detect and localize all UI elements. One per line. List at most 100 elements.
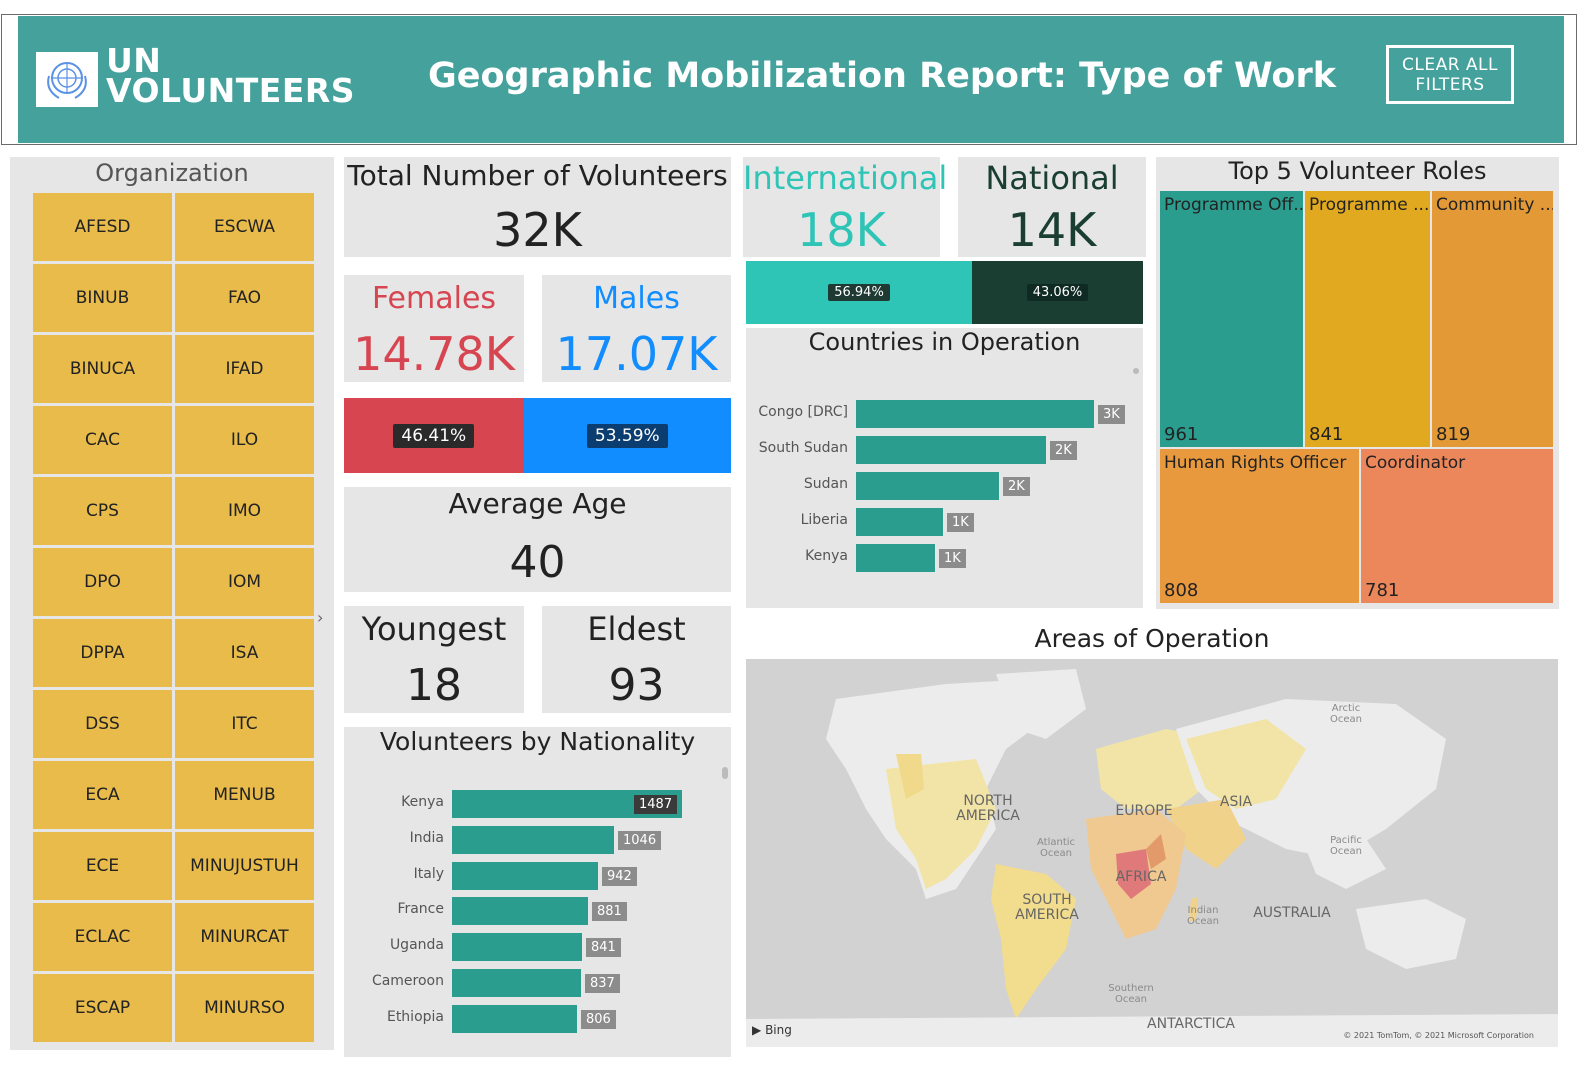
- bar[interactable]: [452, 933, 582, 962]
- volunteer-type-split-bar[interactable]: 56.94% 43.06%: [746, 261, 1143, 324]
- bar-row[interactable]: Sudan 2K: [746, 472, 1143, 500]
- countries-scrollbar[interactable]: [1133, 368, 1139, 374]
- bar-category-label: Congo [DRC]: [758, 404, 848, 420]
- treemap-cell[interactable]: Programme ... 841: [1305, 191, 1430, 447]
- bar-category-label: South Sudan: [758, 440, 848, 456]
- organization-item[interactable]: ECLAC: [33, 903, 172, 971]
- treemap-cell[interactable]: Human Rights Officer 808: [1160, 449, 1359, 603]
- bar[interactable]: [856, 472, 999, 500]
- males-value: 17.07K: [555, 327, 718, 381]
- bar-value-label: 1046: [618, 830, 662, 850]
- organization-item[interactable]: IFAD: [175, 335, 314, 403]
- organization-item[interactable]: AFESD: [33, 193, 172, 261]
- organization-item[interactable]: IMO: [175, 477, 314, 545]
- treemap-cell-value: 781: [1365, 580, 1400, 601]
- treemap-cell[interactable]: Programme Off... 961: [1160, 191, 1303, 447]
- bar[interactable]: [452, 1004, 577, 1033]
- bar-value-label: 841: [586, 938, 621, 958]
- organization-item[interactable]: CAC: [33, 406, 172, 474]
- organization-item[interactable]: ILO: [175, 406, 314, 474]
- world-map[interactable]: NORTH AMERICA SOUTH AMERICA EUROPE ASIA …: [746, 659, 1558, 1047]
- organization-item[interactable]: FAO: [175, 264, 314, 332]
- page-title: Geographic Mobilization Report: Type of …: [428, 56, 1337, 96]
- top-roles-title: Top 5 Volunteer Roles: [1228, 157, 1487, 185]
- bar[interactable]: [856, 508, 943, 536]
- bar-category-label: Uganda: [389, 937, 444, 954]
- bar-value-label: 806: [581, 1009, 616, 1029]
- organization-item[interactable]: MINURSO: [175, 974, 314, 1042]
- bar[interactable]: [856, 436, 1046, 464]
- organization-item[interactable]: BINUB: [33, 264, 172, 332]
- bar-row[interactable]: Uganda 841: [344, 933, 731, 962]
- bar[interactable]: [452, 897, 588, 926]
- clear-button-line1: CLEAR ALL: [1402, 54, 1498, 75]
- national-pct-label: 43.06%: [1026, 284, 1089, 301]
- organization-item[interactable]: MENUB: [175, 761, 314, 829]
- bar-row[interactable]: France 881: [344, 897, 731, 926]
- bar-row[interactable]: Kenya 1K: [746, 544, 1143, 572]
- world-map-shapes: [746, 669, 1558, 1047]
- organization-item[interactable]: MINURCAT: [175, 903, 314, 971]
- treemap-cell-value: 961: [1164, 424, 1199, 445]
- bar-row[interactable]: India 1046: [344, 825, 731, 854]
- gender-split-bar[interactable]: 46.41% 53.59%: [344, 398, 731, 473]
- treemap-cell-label: Programme Off...: [1164, 195, 1303, 215]
- chevron-right-icon[interactable]: ›: [317, 608, 324, 627]
- top-roles-treemap: Top 5 Volunteer Roles Programme Off... 96…: [1156, 157, 1559, 609]
- bar[interactable]: [452, 969, 581, 997]
- bar-row[interactable]: Italy 942: [344, 861, 731, 890]
- total-value: 32K: [493, 203, 582, 257]
- treemap-cell-value: 819: [1436, 424, 1471, 445]
- bar-row[interactable]: South Sudan 2K: [746, 436, 1143, 464]
- organization-item[interactable]: DPPA: [33, 619, 172, 687]
- organization-item[interactable]: BINUCA: [33, 335, 172, 403]
- bar[interactable]: [452, 861, 598, 890]
- clear-all-filters-button[interactable]: CLEAR ALL FILTERS: [1386, 45, 1514, 104]
- average-age-card: Average Age 40: [344, 487, 731, 592]
- bar[interactable]: [856, 544, 935, 572]
- international-share-segment[interactable]: 56.94%: [746, 261, 973, 324]
- bar[interactable]: [856, 400, 1094, 428]
- organization-item[interactable]: DPO: [33, 548, 172, 616]
- organization-title: Organization: [95, 159, 249, 187]
- organization-item[interactable]: CPS: [33, 477, 172, 545]
- youngest-card: Youngest 18: [344, 606, 524, 713]
- logo-line1: UN: [106, 41, 162, 80]
- organization-item[interactable]: ISA: [175, 619, 314, 687]
- national-label: National: [985, 159, 1119, 197]
- bar-row[interactable]: Cameroon 837: [344, 969, 731, 997]
- organization-item[interactable]: MINUJUSTUH: [175, 832, 314, 900]
- treemap-cell[interactable]: Community ... 819: [1432, 191, 1553, 447]
- map-label-southern-ocean: Southern Ocean: [1108, 983, 1154, 1005]
- treemap-cell[interactable]: Coordinator 781: [1361, 449, 1553, 603]
- national-share-segment[interactable]: 43.06%: [972, 261, 1143, 324]
- bar-category-label: Cameroon: [371, 973, 444, 989]
- bar[interactable]: [452, 825, 614, 854]
- treemap-cell-value: 808: [1164, 580, 1199, 601]
- bar-row[interactable]: Ethiopia 806: [344, 1004, 731, 1033]
- treemap-cell-label: Human Rights Officer: [1164, 453, 1347, 473]
- males-share-segment[interactable]: 53.59%: [523, 398, 731, 473]
- organization-item[interactable]: ESCAP: [33, 974, 172, 1042]
- females-share-segment[interactable]: 46.41%: [344, 398, 524, 473]
- organization-item[interactable]: ITC: [175, 690, 314, 758]
- bing-label: Bing: [765, 1023, 792, 1037]
- organization-item[interactable]: ECA: [33, 761, 172, 829]
- map-label-arctic-ocean: Arctic Ocean: [1330, 703, 1362, 725]
- eldest-card: Eldest 93: [542, 606, 731, 713]
- national-value: 14K: [1007, 203, 1097, 257]
- total-volunteers-card: Total Number of Volunteers 32K: [344, 157, 731, 257]
- bar-row[interactable]: Liberia 1K: [746, 508, 1143, 536]
- nationality-scrollbar[interactable]: [722, 767, 728, 779]
- females-value: 14.78K: [353, 327, 515, 381]
- organization-item[interactable]: ESCWA: [175, 193, 314, 261]
- bar-row[interactable]: Kenya 1487: [344, 790, 731, 818]
- map-label-africa: AFRICA: [1115, 869, 1167, 885]
- bar-row[interactable]: Congo [DRC] 3K: [746, 400, 1143, 428]
- organization-item[interactable]: IOM: [175, 548, 314, 616]
- bar-value-label: 942: [602, 866, 637, 886]
- organization-item[interactable]: DSS: [33, 690, 172, 758]
- bar-category-label: Ethiopia: [386, 1008, 444, 1025]
- organization-item[interactable]: ECE: [33, 832, 172, 900]
- bar-value-label: 837: [585, 974, 620, 993]
